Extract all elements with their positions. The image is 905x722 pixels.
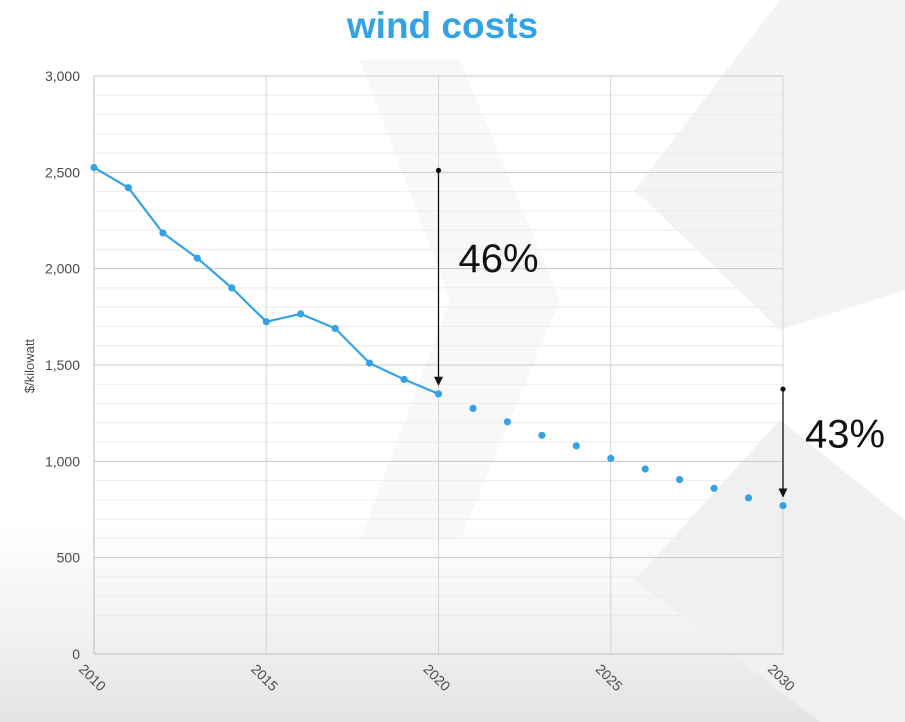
projection-point <box>572 442 580 450</box>
x-tick-label: 2015 <box>248 661 281 694</box>
y-axis-label: $/kilowatt <box>22 339 37 394</box>
data-point <box>331 324 339 332</box>
annotation-layer: 46% 43% <box>433 167 885 498</box>
x-tick-label: 2030 <box>765 661 798 694</box>
data-point <box>159 229 167 237</box>
y-tick-label: 2,000 <box>45 261 80 277</box>
y-tick-label: 1,000 <box>45 453 80 469</box>
data-point <box>400 375 408 383</box>
data-point <box>124 184 132 192</box>
projection-point <box>710 484 718 492</box>
projection-point <box>779 502 787 510</box>
data-point <box>262 318 270 326</box>
data-point <box>90 163 98 172</box>
data-point <box>434 390 443 398</box>
y-tick-label: 3,000 <box>45 68 80 84</box>
projection-point <box>641 465 649 473</box>
y-tick-label: 1,500 <box>45 357 80 373</box>
x-tick-label: 2010 <box>76 661 109 694</box>
projection-point <box>744 494 753 502</box>
projection-point <box>538 431 546 439</box>
annotation-start-dot <box>435 167 442 174</box>
y-tick-label: 2,500 <box>45 164 80 180</box>
projection-point <box>469 404 477 412</box>
x-tick-label: 2020 <box>420 661 453 694</box>
y-tick-label: 500 <box>57 550 81 566</box>
data-point <box>366 359 374 367</box>
projection-point <box>503 418 511 426</box>
annotation-label: 43% <box>805 412 885 456</box>
series-layer <box>90 163 787 510</box>
data-point <box>228 284 236 292</box>
y-tick-labels: 0 500 1,000 1,500 2,000 2,500 3,000 <box>45 68 80 662</box>
axes <box>93 76 783 655</box>
projection-point <box>676 476 684 484</box>
annotation-label: 46% <box>459 237 539 281</box>
projection-point <box>607 454 615 462</box>
data-point <box>297 310 305 318</box>
y-tick-label: 0 <box>72 646 80 662</box>
x-tick-label: 2025 <box>593 661 626 694</box>
data-point <box>193 254 201 262</box>
x-tick-labels: 2010 2015 2020 2025 2030 <box>76 661 798 694</box>
chart-title: wind costs <box>346 5 539 46</box>
